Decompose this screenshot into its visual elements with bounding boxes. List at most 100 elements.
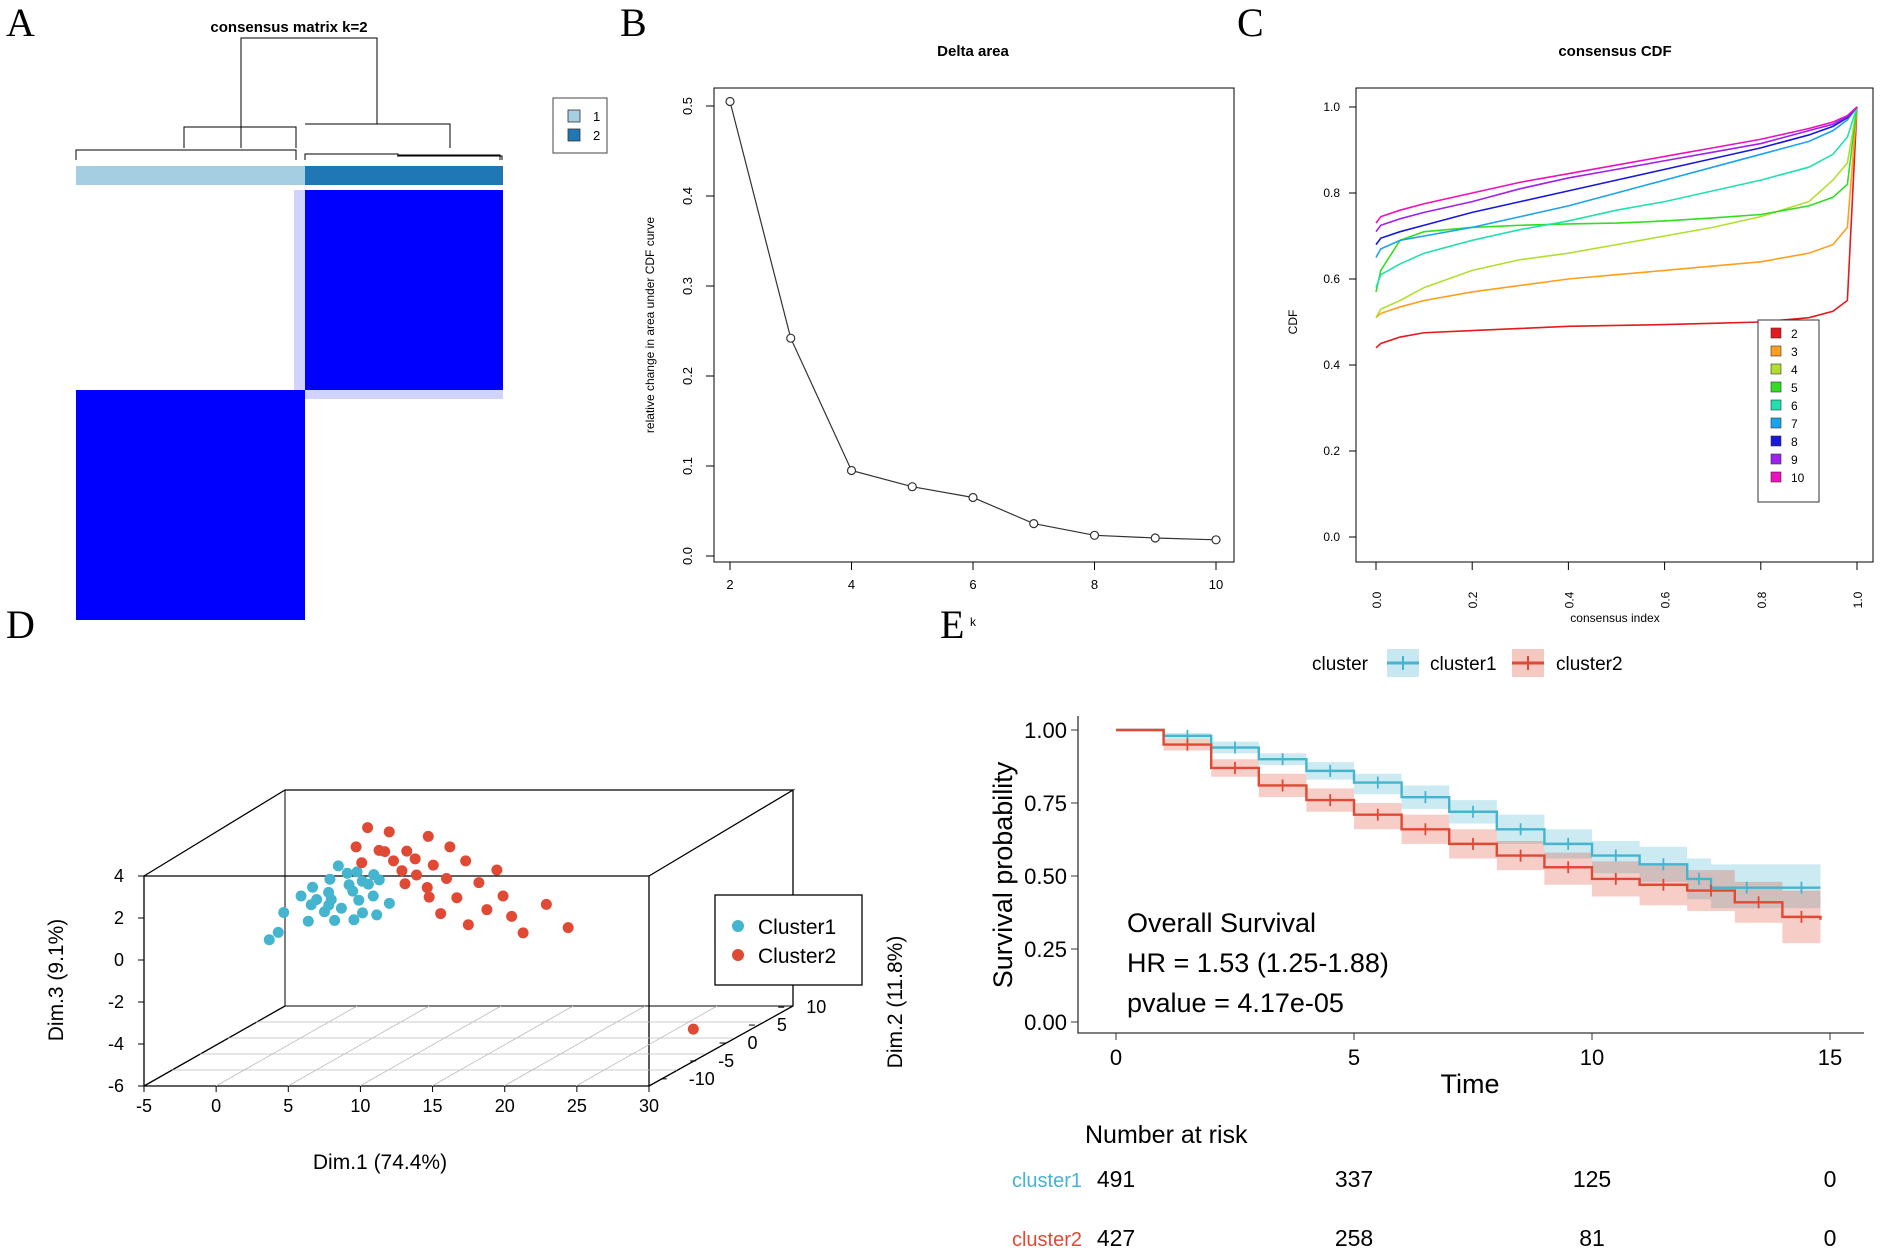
cluster-bar-1 (76, 166, 305, 185)
panel-d-xtick-label-3: 10 (350, 1096, 370, 1116)
panel-label-c: C (1237, 0, 1264, 45)
panel-d-ytick-label-1: -4 (108, 1034, 124, 1054)
panel-e-xtick-label-1: 5 (1348, 1045, 1360, 1070)
risk-value-cluster1-t15: 0 (1824, 1166, 1837, 1192)
panel-b-ytick-label-1: 0.1 (680, 457, 695, 475)
panel-d-legend: Cluster1 Cluster2 (714, 894, 863, 986)
panel-c-cdf-line-k8 (1375, 106, 1858, 246)
legend-title: cluster (1312, 654, 1369, 675)
panel-c-legend-swatch-7 (1770, 417, 1782, 429)
legend-label-km-cluster2: cluster2 (1556, 654, 1623, 675)
panel-d-ylabel: Dim.3 (9.1%) (45, 919, 68, 1042)
panel-d-ztick-label-3: 5 (777, 1015, 787, 1035)
panel-e-survival-curve-cluster2 (1116, 728, 1822, 920)
panel-d-ytick-label-5: 4 (114, 866, 124, 886)
panel-d-xtick-label-7: 30 (639, 1096, 659, 1116)
legend-marker-cluster2 (732, 949, 744, 961)
risk-value-cluster2-t15: 0 (1824, 1225, 1837, 1251)
panel-c-cdf-line-k2 (1375, 106, 1858, 349)
panel-c-legend-label-3: 3 (1791, 345, 1798, 359)
panel-b-point-k6 (968, 492, 978, 503)
panel-c-legend-label-8: 8 (1791, 435, 1798, 449)
panel-c-legend-swatch-2 (1770, 327, 1782, 339)
heatmap-block-cluster2 (305, 190, 503, 390)
panel-d-point-cluster2-23 (491, 864, 503, 876)
panel-d-point-cluster1-11 (335, 902, 347, 914)
panel-d-point-cluster2-1 (362, 822, 374, 834)
panel-d-ztick-label-0: -10 (689, 1069, 715, 1089)
panel-d-point-cluster1-26 (323, 899, 335, 911)
panel-d-xlabel: Dim.1 (74.4%) (313, 1151, 447, 1174)
panel-e-xtick-label-3: 15 (1818, 1045, 1842, 1070)
panel-d-point-cluster2-4 (383, 826, 395, 838)
legend-label-1: 1 (593, 109, 600, 124)
panel-d-point-cluster1-29 (368, 869, 380, 881)
panel-d-xtick-label-2: 5 (283, 1096, 293, 1116)
panel-c-cdf-line-k7 (1375, 106, 1858, 258)
panel-c-xtick-label-1: 0.2 (1466, 591, 1480, 608)
panel-b-xtick-label-2: 6 (969, 577, 976, 592)
panel-d-ztick-label-4: 10 (806, 997, 826, 1017)
panel-d-point-cluster2-15 (423, 891, 435, 903)
legend-marker-cluster1 (732, 920, 744, 932)
panel-d-point-cluster2-26 (506, 910, 518, 922)
panel-c-cdf-line-k6 (1375, 106, 1858, 288)
panel-b-delta-area: Delta area relative change in area under… (643, 43, 1235, 629)
panel-d-point-cluster1-10 (341, 867, 353, 879)
panel-c-xtick-label-0: 0.0 (1370, 591, 1384, 608)
panel-label-e: E (940, 602, 964, 647)
panel-e-survival: cluster cluster1 cluster2 0 5 10 15 0.00 0.2… (988, 649, 1864, 1251)
panel-d-point-cluster2-28 (540, 898, 552, 910)
panel-c-cdf-line-k3 (1375, 106, 1858, 319)
panel-label-d: D (6, 602, 35, 647)
panel-d-point-cluster1-13 (353, 894, 365, 906)
panel-d-point-cluster1-17 (371, 909, 383, 921)
panel-c-legend-swatch-5 (1770, 381, 1782, 393)
panel-c-frame (1355, 87, 1874, 563)
risk-row-label-cluster2: cluster2 (1012, 1229, 1082, 1251)
panel-b-point-k10 (1211, 535, 1221, 545)
panel-b-xtick-label-1: 4 (848, 577, 855, 592)
panel-d-point-cluster2-9 (399, 878, 411, 890)
panel-d-point-cluster2-27 (517, 927, 529, 939)
panel-d-box (143, 789, 796, 1087)
panel-b-xtick-label-3: 8 (1091, 577, 1098, 592)
panel-e-ytick-label-1: 0.25 (1024, 937, 1067, 962)
panel-d-ztick-label-2: 0 (748, 1033, 758, 1053)
panel-label-b: B (620, 0, 647, 45)
risk-value-cluster2-t5: 258 (1335, 1225, 1373, 1251)
panel-d-zlabel: Dim.2 (11.8%) (884, 936, 907, 1069)
risk-value-cluster2-t10: 81 (1579, 1225, 1605, 1251)
panel-d-point-cluster2-20 (451, 892, 463, 904)
panel-b-point-k5 (907, 482, 917, 492)
panel-c-ytick-label-1: 0.2 (1323, 444, 1340, 458)
risk-value-cluster1-t0: 491 (1097, 1166, 1135, 1192)
legend-label-2: 2 (593, 128, 600, 143)
panel-c-ytick-label-4: 0.8 (1323, 186, 1340, 200)
panel-c-legend-label-2: 2 (1791, 327, 1798, 341)
panel-d-point-cluster2-5 (388, 855, 400, 867)
panel-b-xtick-label-4: 10 (1209, 577, 1223, 592)
panel-d-point-cluster2-10 (409, 853, 421, 865)
panel-c-ylabel: CDF (1286, 310, 1300, 335)
panel-c-legend-label-6: 6 (1791, 399, 1798, 413)
panel-c-xtick-label-4: 0.8 (1755, 591, 1769, 608)
panel-d-point-cluster2-2 (356, 857, 368, 869)
panel-c-cdf-line-k4 (1375, 106, 1858, 319)
risk-row-label-cluster1: cluster1 (1012, 1170, 1082, 1192)
panel-d-point-cluster1-8 (329, 914, 341, 926)
risk-table-title: Number at risk (1085, 1121, 1248, 1149)
panel-e-ytick-label-0: 0.00 (1024, 1010, 1067, 1035)
panel-d-point-cluster1-23 (348, 914, 360, 926)
panel-d-ytick-label-2: -2 (108, 992, 124, 1012)
panel-c-consensus-cdf: consensus CDF CDF consensus index 0.0 0.2… (1286, 43, 1874, 625)
panel-b-ytick-label-5: 0.5 (680, 97, 695, 115)
panel-d-point-cluster1-21 (323, 886, 335, 898)
panel-e-xtick-label-0: 0 (1110, 1045, 1122, 1070)
panel-d-point-cluster1-16 (367, 890, 379, 902)
panel-d-ytick-label-3: 0 (114, 950, 124, 970)
heatmap-block-cluster1 (76, 390, 305, 620)
panel-d-point-cluster2-12 (422, 830, 434, 842)
panel-d-ytick-label-0: -6 (108, 1076, 124, 1096)
